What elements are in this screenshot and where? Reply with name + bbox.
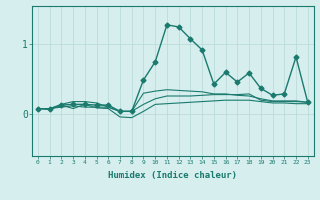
X-axis label: Humidex (Indice chaleur): Humidex (Indice chaleur) (108, 171, 237, 180)
